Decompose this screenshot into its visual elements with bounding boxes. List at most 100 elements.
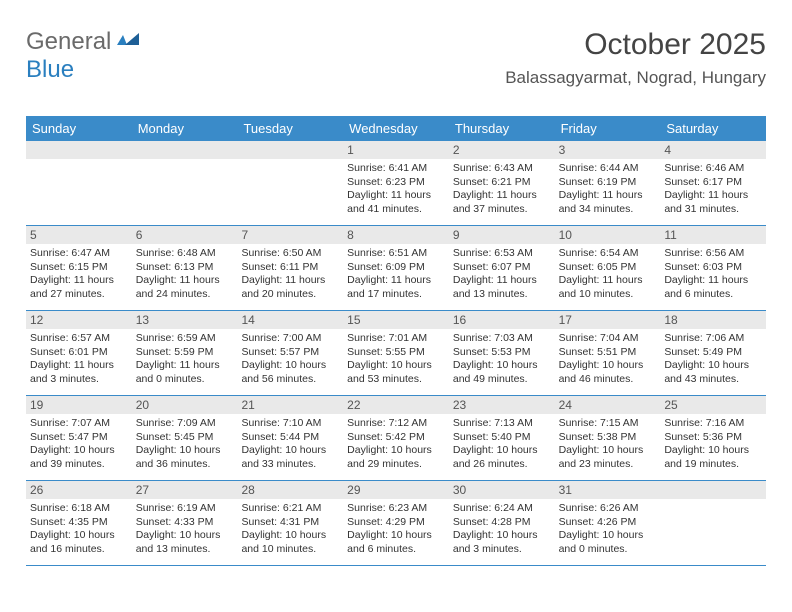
day-body: Sunrise: 7:12 AMSunset: 5:42 PMDaylight:… <box>347 417 445 472</box>
day-daylight: Daylight: 10 hours and 3 minutes. <box>453 529 551 556</box>
day-cell: 28Sunrise: 6:21 AMSunset: 4:31 PMDayligh… <box>237 481 343 565</box>
day-sunrise: Sunrise: 7:00 AM <box>241 332 339 346</box>
logo-subline: Blue <box>26 56 74 84</box>
day-body: Sunrise: 6:43 AMSunset: 6:21 PMDaylight:… <box>453 162 551 217</box>
dow-header-cell: Wednesday <box>343 116 449 141</box>
day-number: 6 <box>132 226 238 244</box>
day-body: Sunrise: 6:44 AMSunset: 6:19 PMDaylight:… <box>559 162 657 217</box>
day-body: Sunrise: 6:48 AMSunset: 6:13 PMDaylight:… <box>136 247 234 302</box>
logo-text-general: General <box>26 28 111 56</box>
day-cell: 27Sunrise: 6:19 AMSunset: 4:33 PMDayligh… <box>132 481 238 565</box>
calendar-page: General October 2025 Balassagyarmat, Nog… <box>0 0 792 566</box>
day-sunrise: Sunrise: 6:57 AM <box>30 332 128 346</box>
day-cell: 19Sunrise: 7:07 AMSunset: 5:47 PMDayligh… <box>26 396 132 480</box>
day-body: Sunrise: 6:59 AMSunset: 5:59 PMDaylight:… <box>136 332 234 387</box>
day-cell: 30Sunrise: 6:24 AMSunset: 4:28 PMDayligh… <box>449 481 555 565</box>
day-sunrise: Sunrise: 6:24 AM <box>453 502 551 516</box>
day-number: 2 <box>449 141 555 159</box>
day-daylight: Daylight: 10 hours and 46 minutes. <box>559 359 657 386</box>
day-cell: 15Sunrise: 7:01 AMSunset: 5:55 PMDayligh… <box>343 311 449 395</box>
day-daylight: Daylight: 11 hours and 6 minutes. <box>664 274 762 301</box>
day-sunrise: Sunrise: 6:26 AM <box>559 502 657 516</box>
day-cell: 20Sunrise: 7:09 AMSunset: 5:45 PMDayligh… <box>132 396 238 480</box>
day-cell: 16Sunrise: 7:03 AMSunset: 5:53 PMDayligh… <box>449 311 555 395</box>
day-sunset: Sunset: 6:01 PM <box>30 346 128 360</box>
dow-header-cell: Monday <box>132 116 238 141</box>
week-row: 5Sunrise: 6:47 AMSunset: 6:15 PMDaylight… <box>26 226 766 311</box>
day-sunrise: Sunrise: 6:23 AM <box>347 502 445 516</box>
day-sunrise: Sunrise: 7:01 AM <box>347 332 445 346</box>
day-number <box>132 141 238 159</box>
day-body: Sunrise: 7:13 AMSunset: 5:40 PMDaylight:… <box>453 417 551 472</box>
day-body: Sunrise: 6:23 AMSunset: 4:29 PMDaylight:… <box>347 502 445 557</box>
day-daylight: Daylight: 11 hours and 20 minutes. <box>241 274 339 301</box>
day-number: 5 <box>26 226 132 244</box>
day-number: 16 <box>449 311 555 329</box>
day-sunrise: Sunrise: 7:12 AM <box>347 417 445 431</box>
day-number <box>660 481 766 499</box>
day-daylight: Daylight: 10 hours and 23 minutes. <box>559 444 657 471</box>
day-sunrise: Sunrise: 6:21 AM <box>241 502 339 516</box>
day-cell: 13Sunrise: 6:59 AMSunset: 5:59 PMDayligh… <box>132 311 238 395</box>
day-number: 17 <box>555 311 661 329</box>
day-sunset: Sunset: 5:38 PM <box>559 431 657 445</box>
day-number: 31 <box>555 481 661 499</box>
day-cell: 8Sunrise: 6:51 AMSunset: 6:09 PMDaylight… <box>343 226 449 310</box>
day-daylight: Daylight: 10 hours and 19 minutes. <box>664 444 762 471</box>
day-body: Sunrise: 7:15 AMSunset: 5:38 PMDaylight:… <box>559 417 657 472</box>
day-sunset: Sunset: 4:31 PM <box>241 516 339 530</box>
day-cell: 11Sunrise: 6:56 AMSunset: 6:03 PMDayligh… <box>660 226 766 310</box>
week-row: 12Sunrise: 6:57 AMSunset: 6:01 PMDayligh… <box>26 311 766 396</box>
page-header: General October 2025 Balassagyarmat, Nog… <box>26 28 766 88</box>
day-body: Sunrise: 7:06 AMSunset: 5:49 PMDaylight:… <box>664 332 762 387</box>
day-body: Sunrise: 6:53 AMSunset: 6:07 PMDaylight:… <box>453 247 551 302</box>
day-sunset: Sunset: 4:29 PM <box>347 516 445 530</box>
dow-header-cell: Friday <box>555 116 661 141</box>
day-daylight: Daylight: 10 hours and 10 minutes. <box>241 529 339 556</box>
week-row: 26Sunrise: 6:18 AMSunset: 4:35 PMDayligh… <box>26 481 766 566</box>
day-number <box>26 141 132 159</box>
day-body: Sunrise: 7:09 AMSunset: 5:45 PMDaylight:… <box>136 417 234 472</box>
day-cell: 12Sunrise: 6:57 AMSunset: 6:01 PMDayligh… <box>26 311 132 395</box>
day-cell: 25Sunrise: 7:16 AMSunset: 5:36 PMDayligh… <box>660 396 766 480</box>
day-sunrise: Sunrise: 6:53 AM <box>453 247 551 261</box>
day-sunset: Sunset: 4:28 PM <box>453 516 551 530</box>
day-number: 7 <box>237 226 343 244</box>
day-sunset: Sunset: 5:47 PM <box>30 431 128 445</box>
day-cell: 5Sunrise: 6:47 AMSunset: 6:15 PMDaylight… <box>26 226 132 310</box>
day-sunset: Sunset: 5:36 PM <box>664 431 762 445</box>
day-daylight: Daylight: 10 hours and 26 minutes. <box>453 444 551 471</box>
day-body: Sunrise: 7:01 AMSunset: 5:55 PMDaylight:… <box>347 332 445 387</box>
day-of-week-header-row: SundayMondayTuesdayWednesdayThursdayFrid… <box>26 116 766 141</box>
day-body: Sunrise: 6:41 AMSunset: 6:23 PMDaylight:… <box>347 162 445 217</box>
day-sunset: Sunset: 4:33 PM <box>136 516 234 530</box>
day-number: 9 <box>449 226 555 244</box>
day-number: 24 <box>555 396 661 414</box>
day-number: 14 <box>237 311 343 329</box>
day-sunrise: Sunrise: 6:44 AM <box>559 162 657 176</box>
day-cell: 18Sunrise: 7:06 AMSunset: 5:49 PMDayligh… <box>660 311 766 395</box>
day-number: 27 <box>132 481 238 499</box>
day-daylight: Daylight: 11 hours and 24 minutes. <box>136 274 234 301</box>
day-sunrise: Sunrise: 6:19 AM <box>136 502 234 516</box>
day-daylight: Daylight: 10 hours and 43 minutes. <box>664 359 762 386</box>
day-sunrise: Sunrise: 7:15 AM <box>559 417 657 431</box>
day-sunrise: Sunrise: 6:56 AM <box>664 247 762 261</box>
dow-header-cell: Thursday <box>449 116 555 141</box>
dow-header-cell: Saturday <box>660 116 766 141</box>
day-sunrise: Sunrise: 7:10 AM <box>241 417 339 431</box>
day-sunrise: Sunrise: 6:51 AM <box>347 247 445 261</box>
day-sunset: Sunset: 5:55 PM <box>347 346 445 360</box>
day-sunset: Sunset: 5:53 PM <box>453 346 551 360</box>
day-cell: 7Sunrise: 6:50 AMSunset: 6:11 PMDaylight… <box>237 226 343 310</box>
day-daylight: Daylight: 11 hours and 10 minutes. <box>559 274 657 301</box>
day-daylight: Daylight: 10 hours and 56 minutes. <box>241 359 339 386</box>
day-body: Sunrise: 6:54 AMSunset: 6:05 PMDaylight:… <box>559 247 657 302</box>
day-daylight: Daylight: 11 hours and 17 minutes. <box>347 274 445 301</box>
day-daylight: Daylight: 10 hours and 6 minutes. <box>347 529 445 556</box>
day-number: 3 <box>555 141 661 159</box>
day-daylight: Daylight: 10 hours and 53 minutes. <box>347 359 445 386</box>
day-number: 22 <box>343 396 449 414</box>
day-daylight: Daylight: 10 hours and 0 minutes. <box>559 529 657 556</box>
day-number: 21 <box>237 396 343 414</box>
